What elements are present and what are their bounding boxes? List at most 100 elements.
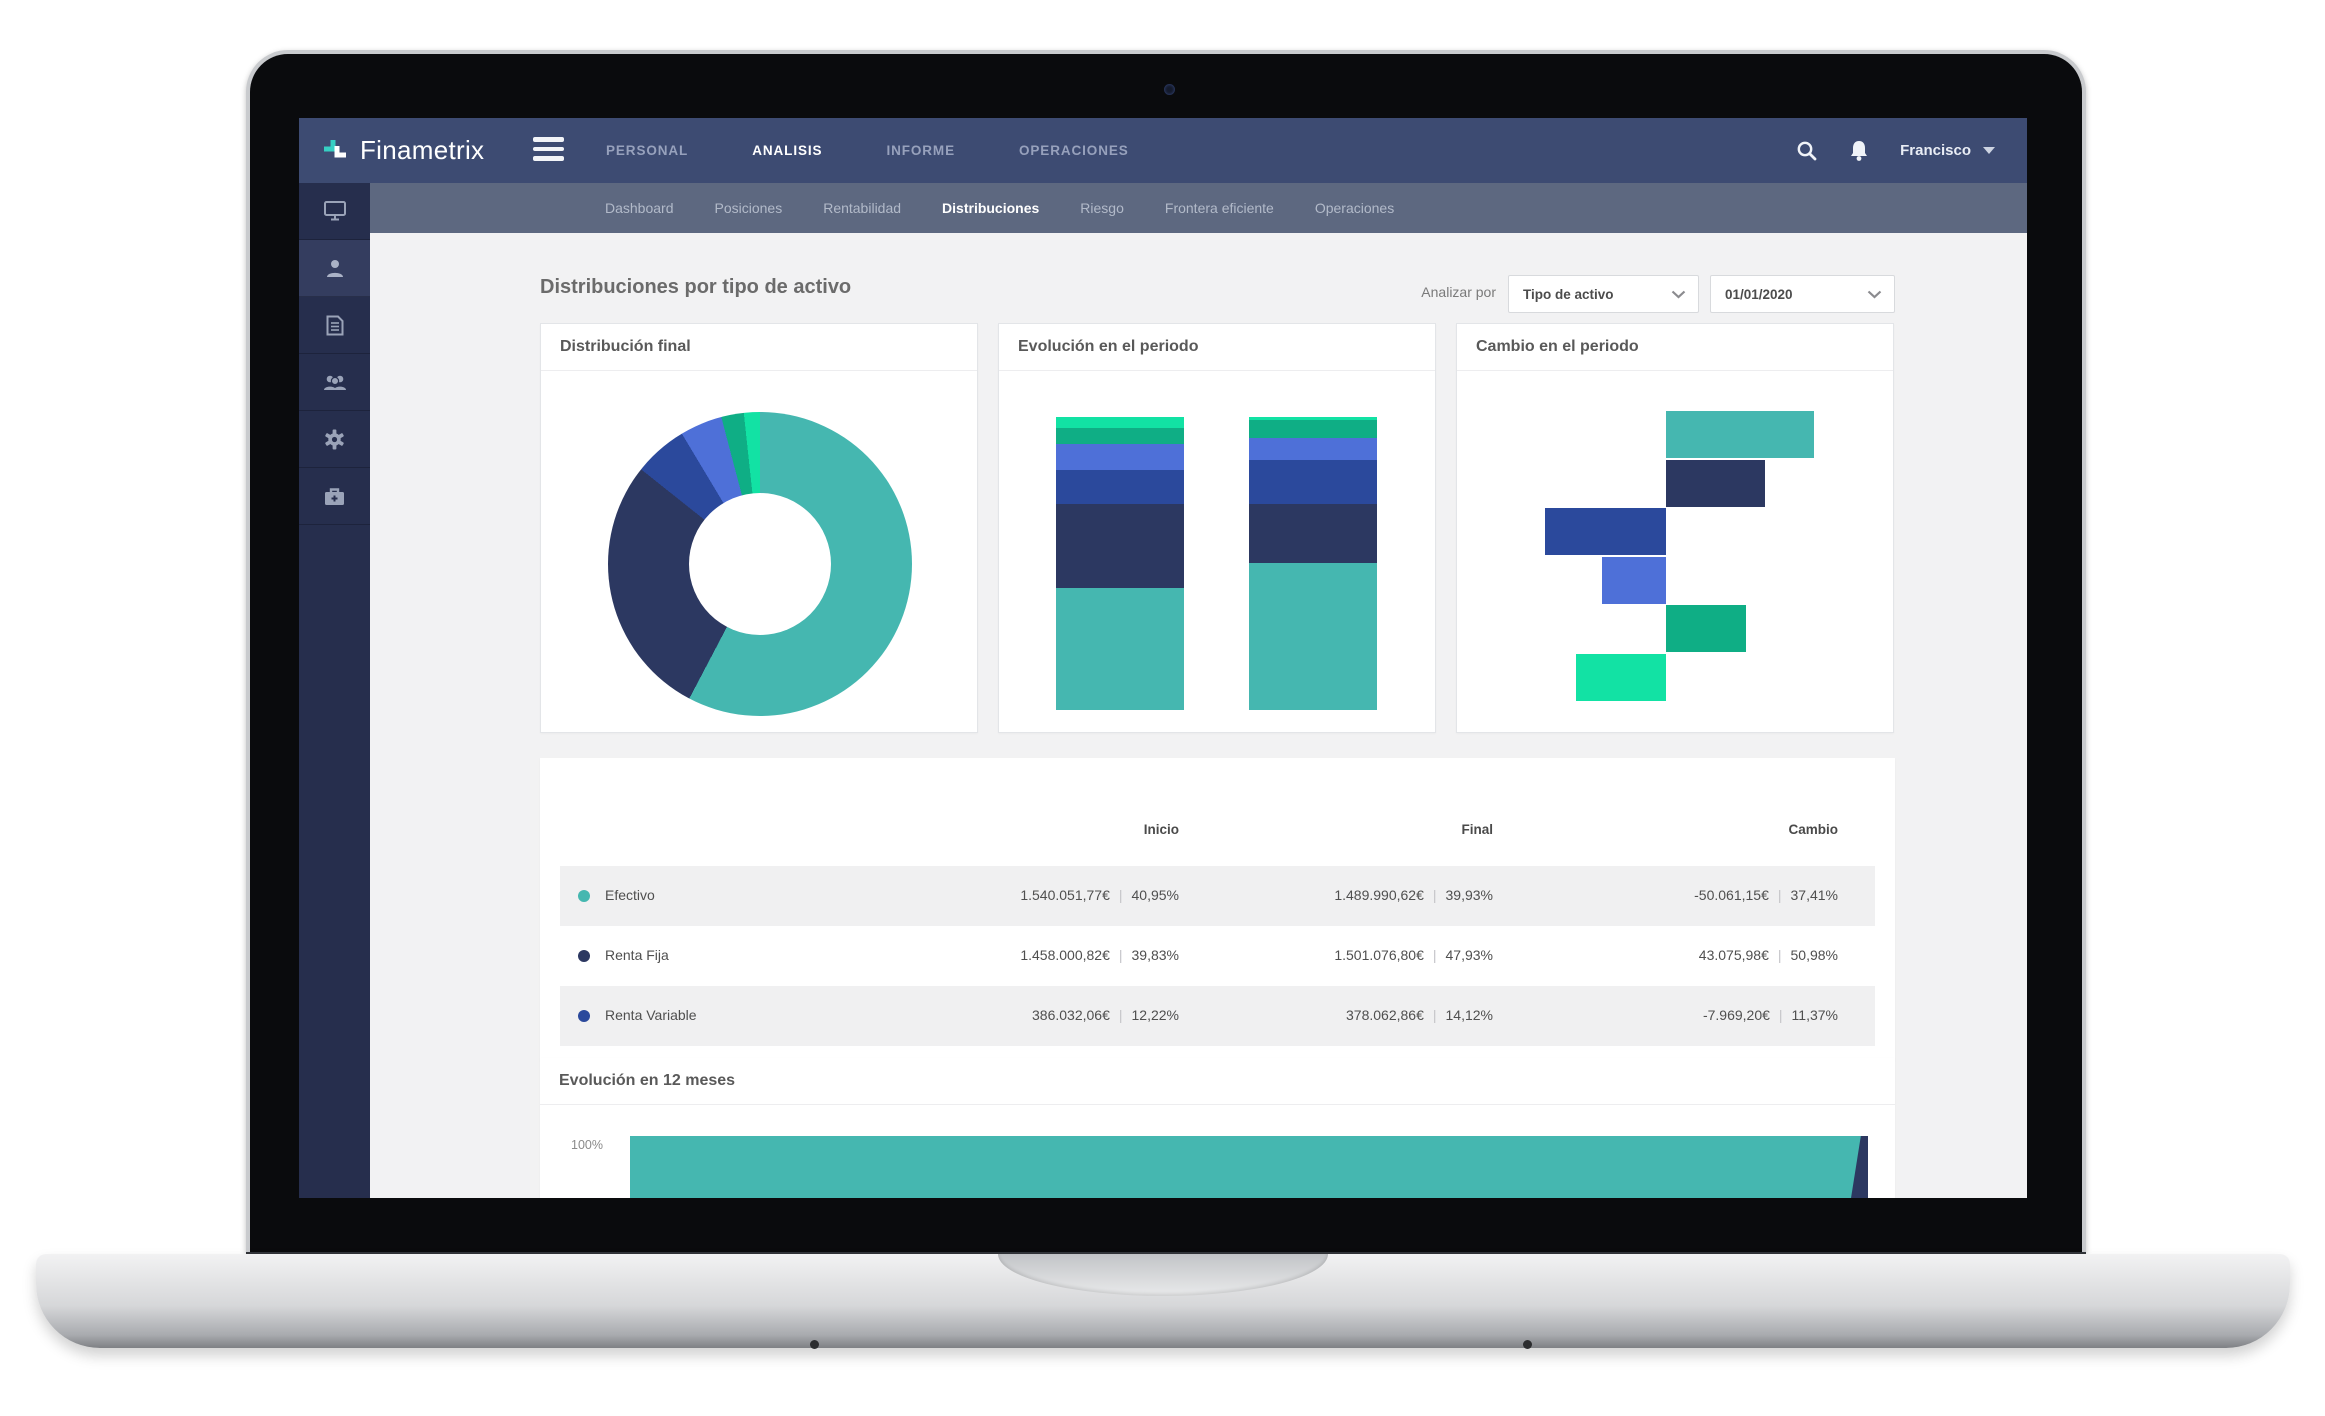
stack-segment-mint: [1249, 417, 1377, 421]
user-icon: [326, 260, 343, 277]
cell-final: 378.062,86€14,12%: [1346, 1007, 1493, 1023]
cell-inicio: 386.032,06€12,22%: [1032, 1007, 1179, 1023]
table-row-efectivo: Efectivo 1.540.051,77€40,95% 1.489.990,6…: [560, 866, 1875, 926]
table-header-row: Inicio Final Cambio: [540, 822, 1895, 852]
waterfall-bar-mint: [1575, 654, 1666, 701]
laptop-foot-left: [810, 1340, 819, 1349]
card-period-change: Cambio en el periodo: [1456, 323, 1894, 733]
brand-name: Finametrix: [360, 135, 485, 165]
analyze-by-label: Analizar por: [1421, 284, 1496, 300]
document-icon: [326, 315, 343, 335]
card-period-evolution: Evolución en el periodo: [998, 323, 1436, 733]
stack-segment-green: [1249, 420, 1377, 438]
card-title: Cambio en el periodo: [1457, 324, 1893, 371]
top-menu: PERSONAL ANALISIS INFORME OPERACIONES: [606, 118, 1129, 183]
date-dropdown[interactable]: 01/01/2020: [1710, 275, 1895, 313]
laptop-foot-right: [1523, 1340, 1532, 1349]
legend-dot-navy: [578, 950, 590, 962]
sidebar-item-users[interactable]: [299, 354, 370, 411]
donut-chart: [608, 412, 912, 716]
user-menu[interactable]: Francisco: [1900, 142, 1971, 159]
search-icon[interactable]: [1796, 140, 1818, 162]
briefcase-icon: [325, 487, 344, 505]
row-label: Renta Variable: [605, 1007, 697, 1023]
stacked-bar-right: [1249, 417, 1377, 710]
top-nav-operaciones[interactable]: OPERACIONES: [1018, 143, 1129, 158]
laptop-base: [36, 1254, 2290, 1349]
chevron-down-icon: [1867, 290, 1882, 298]
asset-type-value: Tipo de activo: [1523, 286, 1614, 302]
row-label: Renta Fija: [605, 947, 669, 963]
cell-cambio: -50.061,15€37,41%: [1694, 887, 1838, 903]
laptop-screen: Finametrix PERSONAL ANALISIS INFORME OPE…: [246, 50, 2086, 1252]
distribution-table: Inicio Final Cambio Efectivo 1.540.051,7…: [540, 758, 1895, 1060]
users-icon: [323, 375, 346, 390]
sidebar-item-monitor[interactable]: [299, 183, 370, 240]
subnav-dashboard[interactable]: Dashboard: [605, 200, 674, 216]
brand-logo[interactable]: Finametrix: [318, 118, 484, 183]
cell-cambio: -7.969,20€11,37%: [1703, 1007, 1838, 1023]
cell-final: 1.489.990,62€39,93%: [1334, 887, 1493, 903]
sidebar-item-document[interactable]: [299, 297, 370, 354]
legend-dot-teal: [578, 890, 590, 902]
column-header-inicio: Inicio: [1143, 822, 1179, 837]
waterfall-bar-green: [1666, 605, 1746, 652]
stacked-bar-left: [1056, 417, 1184, 710]
table-row-renta-variable: Renta Variable 386.032,06€12,22% 378.062…: [560, 986, 1875, 1046]
card-title: Distribución final: [541, 324, 977, 371]
card-12-month-evolution: Evolución en 12 meses 100%: [540, 1058, 1895, 1198]
stack-segment-teal: [1056, 588, 1184, 710]
area-chart: [630, 1136, 1868, 1198]
row-label: Efectivo: [605, 887, 655, 903]
app-window: Finametrix PERSONAL ANALISIS INFORME OPE…: [299, 118, 2027, 1198]
sidebar: [299, 183, 370, 1198]
cell-final: 1.501.076,80€47,93%: [1334, 947, 1493, 963]
top-nav-analisis[interactable]: ANALISIS: [752, 143, 823, 158]
asset-type-dropdown[interactable]: Tipo de activo: [1508, 275, 1699, 313]
top-nav: Finametrix PERSONAL ANALISIS INFORME OPE…: [299, 118, 2027, 183]
chevron-down-icon: [1671, 290, 1686, 298]
subnav-rentabilidad[interactable]: Rentabilidad: [823, 200, 902, 216]
sidebar-item-user[interactable]: [299, 240, 370, 297]
sidebar-item-gear[interactable]: [299, 411, 370, 468]
area-series-teal: [630, 1136, 1868, 1198]
caret-down-icon[interactable]: [1983, 147, 1995, 154]
card-final-distribution: Distribución final: [540, 323, 978, 733]
laptop-thumb-notch: [998, 1254, 1328, 1296]
top-nav-right: Francisco: [1796, 118, 1995, 183]
cell-inicio: 1.458.000,82€39,83%: [1020, 947, 1179, 963]
hamburger-menu-icon[interactable]: [533, 137, 564, 163]
subnav-frontera-eficiente[interactable]: Frontera eficiente: [1164, 200, 1274, 216]
sub-nav: Dashboard Posiciones Rentabilidad Distri…: [370, 183, 2027, 233]
waterfall-bar-teal: [1666, 411, 1814, 458]
cell-inicio: 1.540.051,77€40,95%: [1020, 887, 1179, 903]
page-title: Distribuciones por tipo de activo: [540, 276, 852, 298]
gear-icon: [325, 429, 344, 449]
stack-segment-royal: [1056, 444, 1184, 471]
bell-icon[interactable]: [1848, 139, 1870, 162]
stack-segment-green: [1056, 427, 1184, 445]
legend-dot-medblue: [578, 1010, 590, 1022]
subnav-operaciones[interactable]: Operaciones: [1314, 200, 1395, 216]
subnav-riesgo[interactable]: Riesgo: [1080, 200, 1124, 216]
finametrix-logo-icon: [324, 139, 346, 157]
column-header-final: Final: [1461, 822, 1493, 837]
subnav-posiciones[interactable]: Posiciones: [714, 200, 783, 216]
top-nav-personal[interactable]: PERSONAL: [606, 143, 689, 158]
stack-segment-teal: [1249, 562, 1377, 710]
waterfall-bar-navy: [1666, 460, 1766, 507]
stack-segment-medblue: [1249, 460, 1377, 504]
top-nav-informe[interactable]: INFORME: [886, 143, 955, 158]
subnav-distribuciones[interactable]: Distribuciones: [942, 200, 1040, 216]
stack-segment-navy: [1056, 504, 1184, 589]
sidebar-item-briefcase[interactable]: [299, 468, 370, 525]
card-title: Evolución en el periodo: [999, 324, 1435, 371]
stack-segment-mint: [1056, 417, 1184, 428]
card-title: Evolución en 12 meses: [540, 1058, 1895, 1105]
column-header-cambio: Cambio: [1788, 822, 1838, 837]
stack-segment-royal: [1249, 437, 1377, 461]
waterfall-bar-medblue: [1544, 508, 1666, 555]
stack-segment-medblue: [1056, 470, 1184, 505]
y-axis-100-label: 100%: [571, 1138, 603, 1152]
